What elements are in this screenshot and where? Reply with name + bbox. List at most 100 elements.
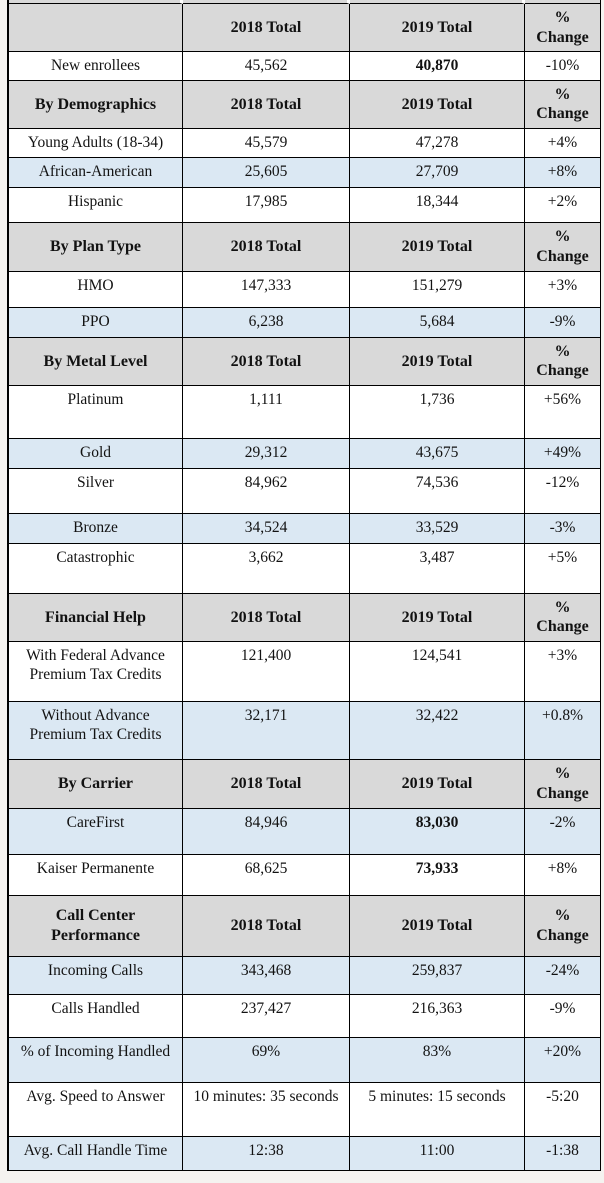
row-label-cell: New enrollees xyxy=(7,52,183,81)
value-cell-y2018: 34,524 xyxy=(183,513,350,544)
value-cell-y2018: 29,312 xyxy=(183,438,350,469)
value-cell-y2019: 43,675 xyxy=(350,438,525,469)
value-cell-change: +4% xyxy=(525,128,601,158)
row-label-cell: Gold xyxy=(7,438,183,469)
table-row: African-American 25,605 27,709 +8% xyxy=(7,157,601,188)
column-header-cell-y2018: 2018 Total xyxy=(183,222,350,272)
value-cell-y2018: 45,562 xyxy=(183,52,350,81)
row-label-cell: African-American xyxy=(7,157,183,188)
value-cell-y2019: 1,736 xyxy=(350,385,525,439)
value-cell-y2019: 216,363 xyxy=(350,994,525,1038)
column-header-cell-change: % Change xyxy=(525,895,601,957)
column-header-cell-change: % Change xyxy=(525,222,601,272)
row-label-cell: Bronze xyxy=(7,513,183,544)
value-cell-y2019: 259,837 xyxy=(350,956,525,995)
value-cell-y2018: 1,111 xyxy=(183,385,350,439)
column-header-cell-y2019: 2019 Total xyxy=(350,222,525,272)
section-header-row: By Metal Level 2018 Total 2019 Total% Chan… xyxy=(7,337,601,386)
clipped-cell xyxy=(350,0,525,4)
value-cell-y2018: 17,985 xyxy=(183,187,350,223)
table-row: Gold 29,312 43,675 +49% xyxy=(7,438,601,469)
row-label-cell: % of Incoming Handled xyxy=(7,1037,183,1083)
value-cell-y2019: 151,279 xyxy=(350,271,525,308)
table-row: Incoming Calls 343,468 259,837 -24% xyxy=(7,956,601,995)
value-cell-change: +56% xyxy=(525,385,601,439)
section-title-cell: By Demographics xyxy=(7,80,183,129)
value-cell-y2018: 84,946 xyxy=(183,808,350,855)
table-row: With Federal Advance Premium Tax Credits… xyxy=(7,641,601,702)
value-cell-change: +5% xyxy=(525,543,601,594)
table-row: % of Incoming Handled 69% 83% +20% xyxy=(7,1037,601,1083)
enrollment-table-body: 2018 Total 2019 Total% Change New enrollee… xyxy=(7,0,601,1171)
table-row: Platinum 1,111 1,736 +56% xyxy=(7,385,601,439)
value-cell-change: +8% xyxy=(525,157,601,188)
value-cell-y2018: 68,625 xyxy=(183,854,350,896)
value-cell-change: +49% xyxy=(525,438,601,469)
value-cell-y2019: 5,684 xyxy=(350,307,525,338)
table-row: Young Adults (18-34) 45,579 47,278 +4% xyxy=(7,128,601,158)
section-header-row: Call Center Performance 2018 Total 2019 To… xyxy=(7,895,601,957)
table-row: Kaiser Permanente 68,625 73,933 +8% xyxy=(7,854,601,896)
value-cell-change: -12% xyxy=(525,468,601,514)
column-header-cell-change: % Change xyxy=(525,593,601,642)
value-cell-y2019: 3,487 xyxy=(350,543,525,594)
row-label-cell: Platinum xyxy=(7,385,183,439)
column-header-cell-y2019: 2019 Total xyxy=(350,895,525,957)
value-cell-y2018: 10 minutes: 35 seconds xyxy=(183,1082,350,1137)
column-header-cell-y2019: 2019 Total xyxy=(350,593,525,642)
row-label-cell: Catastrophic xyxy=(7,543,183,594)
value-cell-change: +3% xyxy=(525,641,601,702)
column-header-cell-y2019: 2019 Total xyxy=(350,337,525,386)
section-header-row: Financial Help 2018 Total 2019 Total% Chan… xyxy=(7,593,601,642)
column-header-cell-y2019: 2019 Total xyxy=(350,80,525,129)
row-label-cell: Avg. Call Handle Time xyxy=(7,1136,183,1171)
value-cell-y2019: 33,529 xyxy=(350,513,525,544)
column-header-cell-y2018: 2018 Total xyxy=(183,593,350,642)
value-cell-change: +2% xyxy=(525,187,601,223)
enrollment-statistics-table: 2018 Total 2019 Total% Change New enrollee… xyxy=(7,0,601,1171)
table-row: Hispanic 17,985 18,344 +2% xyxy=(7,187,601,223)
value-cell-y2018: 12:38 xyxy=(183,1136,350,1171)
value-cell-y2019: 83% xyxy=(350,1037,525,1083)
value-cell-y2019: 83,030 xyxy=(350,808,525,855)
value-cell-y2018: 3,662 xyxy=(183,543,350,594)
row-label-cell: Young Adults (18-34) xyxy=(7,128,183,158)
table-row: Calls Handled 237,427 216,363 -9% xyxy=(7,994,601,1038)
column-header-cell-change: % Change xyxy=(525,4,601,53)
value-cell-y2019: 47,278 xyxy=(350,128,525,158)
table-row: HMO 147,333 151,279 +3% xyxy=(7,271,601,308)
row-label-cell: Avg. Speed to Answer xyxy=(7,1082,183,1137)
table-row: CareFirst 84,946 83,030 -2% xyxy=(7,808,601,855)
table-row: Without Advance Premium Tax Credits 32,17… xyxy=(7,701,601,760)
section-header-row: By Plan Type 2018 Total 2019 Total% Change xyxy=(7,222,601,272)
column-header-cell-y2018: 2018 Total xyxy=(183,337,350,386)
table-row: Bronze 34,524 33,529 -3% xyxy=(7,513,601,544)
value-cell-y2018: 69% xyxy=(183,1037,350,1083)
value-cell-change: -3% xyxy=(525,513,601,544)
row-label-cell: Incoming Calls xyxy=(7,956,183,995)
clipped-cell xyxy=(7,0,183,4)
value-cell-y2018: 25,605 xyxy=(183,157,350,188)
value-cell-change: +3% xyxy=(525,271,601,308)
value-cell-y2018: 6,238 xyxy=(183,307,350,338)
table-row: Catastrophic 3,662 3,487 +5% xyxy=(7,543,601,594)
value-cell-change: -1:38 xyxy=(525,1136,601,1171)
section-title-cell: By Carrier xyxy=(7,759,183,809)
section-header-row: By Demographics 2018 Total 2019 Total% Cha… xyxy=(7,80,601,129)
table-row: PPO 6,238 5,684 -9% xyxy=(7,307,601,338)
table-row: New enrollees 45,562 40,870 -10% xyxy=(7,52,601,81)
value-cell-change: +20% xyxy=(525,1037,601,1083)
section-title-cell: Financial Help xyxy=(7,593,183,642)
row-label-cell: Silver xyxy=(7,468,183,514)
section-title-cell: By Plan Type xyxy=(7,222,183,272)
column-header-cell-y2019: 2019 Total xyxy=(350,759,525,809)
column-header-cell-change: % Change xyxy=(525,759,601,809)
value-cell-y2018: 32,171 xyxy=(183,701,350,760)
value-cell-change: -24% xyxy=(525,956,601,995)
value-cell-y2019: 74,536 xyxy=(350,468,525,514)
row-label-cell: CareFirst xyxy=(7,808,183,855)
column-header-cell-change: % Change xyxy=(525,80,601,129)
row-label-cell: Kaiser Permanente xyxy=(7,854,183,896)
value-cell-y2019: 73,933 xyxy=(350,854,525,896)
value-cell-y2018: 147,333 xyxy=(183,271,350,308)
